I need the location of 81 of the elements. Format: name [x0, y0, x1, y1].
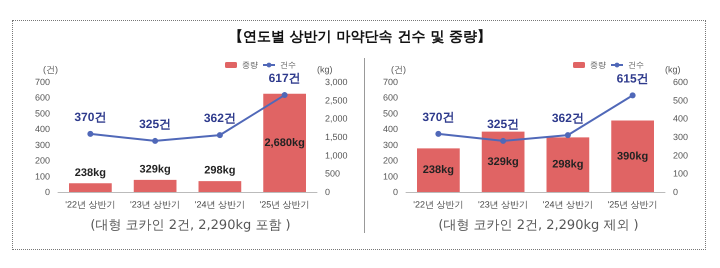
y-tick-label: 400: [34, 124, 50, 134]
y-tick-label: 700: [34, 77, 50, 87]
legend-label: 건수: [628, 60, 644, 70]
y2-tick-label: 600: [673, 77, 688, 87]
bar: [69, 183, 112, 192]
bar: [546, 137, 590, 192]
text: 【연도별 상반기 마약단속 건수 및 중량】: [228, 28, 492, 46]
data-label: 362건: [552, 111, 584, 126]
data-label: 325건: [139, 116, 172, 131]
y-tick-label: 700: [382, 77, 398, 87]
y2-tick-label: 1,500: [325, 132, 348, 142]
y-tick-label: 300: [34, 140, 50, 150]
data-label: 617건: [268, 71, 301, 86]
x-tick-label: '23년 상반기: [130, 200, 180, 210]
x-tick-label: '25년 상반기: [260, 200, 310, 210]
text: (대형 코카인 2건, 2,290kg 포함 ): [89, 217, 292, 234]
point: [564, 132, 571, 138]
data-label: 298kg: [552, 158, 584, 171]
data-label: 325건: [487, 116, 520, 131]
x-tick-label: '25년 상반기: [608, 200, 658, 210]
data-label: 362건: [204, 111, 236, 126]
y2-tick-label: 500: [325, 168, 340, 179]
y-tick-label: 100: [382, 171, 398, 182]
y2-axis-title: (kg): [317, 64, 332, 74]
y2-tick-label: 0: [325, 187, 330, 197]
y2-tick-label: 300: [673, 132, 688, 142]
legend-label: 중량: [590, 60, 606, 70]
y-tick-label: 400: [382, 124, 398, 134]
point: [435, 130, 442, 137]
bar: [198, 181, 242, 192]
y-tick-label: 500: [382, 108, 398, 118]
point: [87, 130, 94, 137]
y2-tick-label: 100: [673, 168, 688, 179]
point: [500, 138, 506, 144]
bar: [263, 94, 306, 192]
point: [152, 138, 158, 144]
y-tick-label: 0: [44, 187, 50, 197]
bar: [611, 120, 654, 192]
y-axis-title: (건): [391, 64, 406, 74]
y2-tick-label: 1,000: [325, 150, 348, 160]
data-label: 615건: [616, 71, 649, 86]
y-tick-label: 300: [382, 140, 398, 150]
y2-axis-title: (kg): [665, 64, 680, 74]
data-label: 238kg: [422, 164, 454, 176]
data-label: 238kg: [74, 166, 106, 179]
y2-tick-label: 400: [673, 114, 688, 124]
bar: [482, 132, 524, 192]
x-tick-label: '23년 상반기: [478, 200, 528, 210]
data-label: 390kg: [617, 150, 648, 162]
x-tick-label: '22년 상반기: [413, 200, 464, 210]
x-tick-label: '22년 상반기: [65, 200, 116, 210]
y2-tick-label: 0: [673, 187, 678, 197]
text: (대형 코카인 2건, 2,290kg 제외 ): [437, 217, 640, 234]
y-tick-label: 100: [34, 171, 50, 182]
legend-label: 중량: [242, 60, 258, 70]
point: [282, 92, 288, 98]
point: [216, 132, 223, 138]
data-label: 329kg: [488, 156, 519, 168]
bar: [417, 148, 460, 192]
data-label: 329kg: [140, 163, 171, 176]
y-tick-label: 0: [392, 187, 398, 197]
y2-tick-label: 500: [673, 95, 688, 106]
y-tick-label: 200: [34, 156, 50, 166]
data-label: 370건: [422, 110, 454, 124]
y2-tick-label: 3,000: [325, 77, 348, 87]
y-axis-title: (건): [43, 64, 58, 74]
data-label: 370건: [74, 110, 106, 124]
bar: [134, 180, 176, 192]
data-label: 2,680kg: [264, 136, 305, 149]
y-tick-label: 500: [34, 108, 50, 118]
y-tick-label: 600: [382, 92, 398, 103]
y2-tick-label: 2,000: [325, 114, 348, 124]
y-tick-label: 600: [34, 92, 50, 103]
y2-tick-label: 200: [673, 150, 688, 160]
x-tick-label: '24년 상반기: [542, 200, 593, 210]
y2-tick-label: 2,500: [325, 95, 348, 106]
data-label: 298kg: [204, 164, 236, 177]
legend-label: 건수: [280, 60, 296, 70]
y-tick-label: 200: [382, 156, 398, 166]
x-tick-label: '24년 상반기: [194, 200, 245, 210]
point: [630, 92, 636, 98]
